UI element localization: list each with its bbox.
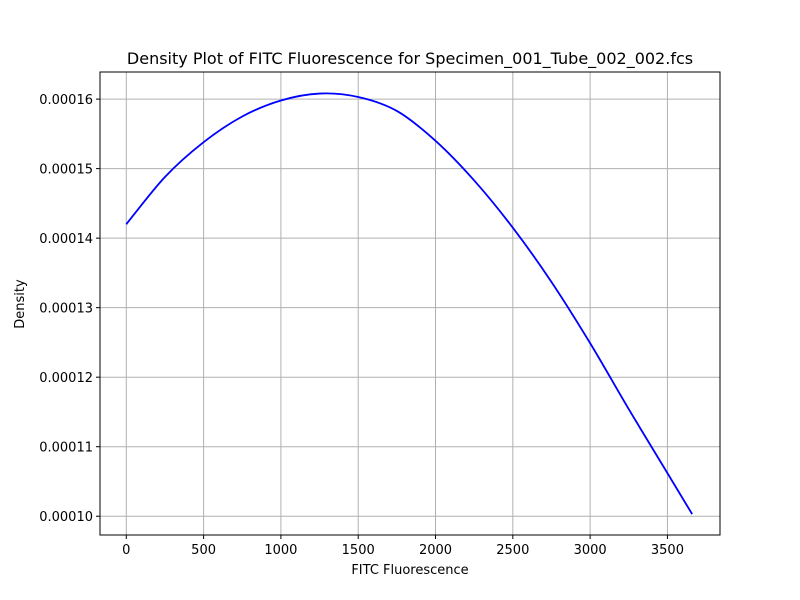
y-tick-label: 0.00016 (39, 93, 93, 108)
y-tick-label: 0.00011 (39, 441, 93, 456)
grid-lines (100, 72, 720, 535)
x-tick-label: 3500 (651, 543, 684, 558)
y-tick-label: 0.00014 (39, 232, 93, 247)
x-tick-label: 0 (122, 543, 130, 558)
density-line (125, 92, 693, 515)
chart-title: Density Plot of FITC Fluorescence for Sp… (127, 49, 693, 69)
x-axis-label: FITC Fluorescence (351, 563, 468, 578)
x-tick-label: 3000 (574, 543, 607, 558)
y-tick-label: 0.00013 (39, 302, 93, 317)
y-tick-label: 0.00010 (39, 510, 93, 525)
y-axis-ticks: 0.00010 0.00011 0.00012 0.00013 0.00014 0.000… (39, 93, 100, 525)
x-tick-label: 1000 (264, 543, 297, 558)
x-tick-label: 1500 (342, 543, 375, 558)
series-layer (125, 92, 693, 515)
y-tick-label: 0.00012 (39, 371, 93, 386)
x-tick-label: 500 (191, 543, 216, 558)
plot-frame (99, 71, 721, 536)
x-tick-label: 2000 (419, 543, 452, 558)
x-tick-label: 2500 (496, 543, 529, 558)
y-tick-label: 0.00015 (39, 163, 93, 178)
y-axis-label: Density (13, 279, 28, 329)
x-axis-ticks: 0 500 1000 1500 2000 2500 3000 3500 (122, 535, 684, 558)
